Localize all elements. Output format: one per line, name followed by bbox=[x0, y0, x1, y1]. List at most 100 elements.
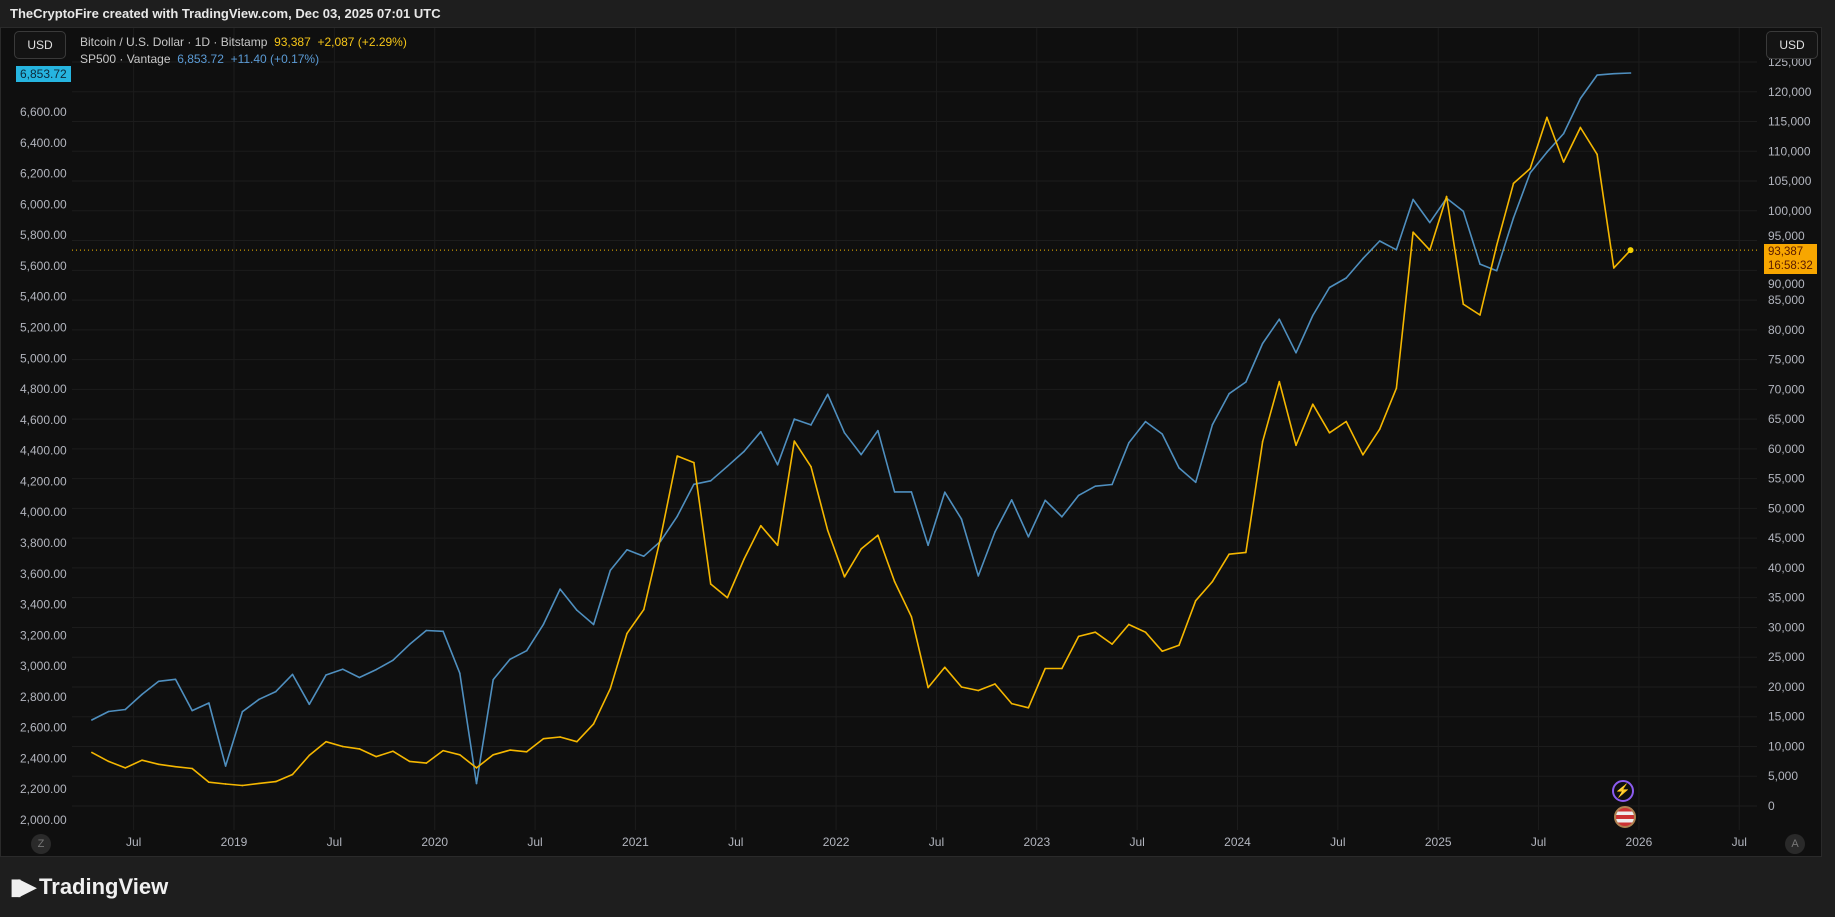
spx-series-point bbox=[843, 431, 846, 434]
right-scale-auto-button[interactable]: A bbox=[1785, 834, 1805, 854]
left-axis-tick-label: 6,200.00 bbox=[20, 167, 67, 181]
btc-series-point bbox=[609, 687, 612, 690]
right-axis-tick-label: 20,000 bbox=[1768, 680, 1805, 694]
legend-spx-change: +11.40 (+0.17%) bbox=[230, 52, 320, 66]
right-axis-tick-label: 110,000 bbox=[1768, 144, 1811, 158]
btc-series-point bbox=[1295, 444, 1297, 447]
btc-series-point bbox=[275, 780, 277, 783]
btc-series-point bbox=[174, 765, 177, 768]
btc-series-point bbox=[642, 608, 645, 611]
x-axis-tick-label: 2023 bbox=[1023, 835, 1050, 849]
btc-series-point bbox=[509, 749, 511, 751]
btc-series-point bbox=[1546, 116, 1548, 119]
spx-series-point bbox=[325, 674, 327, 676]
spx-series-point bbox=[1345, 277, 1348, 279]
spx-series-point bbox=[1278, 318, 1281, 321]
spx-series-point bbox=[258, 698, 260, 701]
btc-series-point bbox=[1328, 432, 1331, 434]
spx-series-point bbox=[576, 609, 578, 612]
right-axis-tick-label: 105,000 bbox=[1768, 174, 1812, 188]
btc-series-point bbox=[743, 558, 745, 560]
btc-series-point bbox=[626, 632, 628, 635]
right-axis-tick-label: 50,000 bbox=[1768, 501, 1805, 515]
chart-frame bbox=[0, 27, 1822, 857]
btc-series-point bbox=[760, 524, 762, 527]
left-axis-tick-label: 2,200.00 bbox=[20, 782, 67, 796]
spx-series-point bbox=[241, 710, 244, 713]
spx-series-point bbox=[1613, 72, 1615, 75]
btc-series-point bbox=[1579, 126, 1582, 129]
btc-series-point bbox=[1094, 631, 1097, 634]
x-axis-tick-label: Jul bbox=[1531, 835, 1546, 849]
right-axis-tick-label: 85,000 bbox=[1768, 293, 1805, 307]
btc-series-point bbox=[458, 754, 461, 756]
x-axis-tick-label: 2025 bbox=[1425, 835, 1452, 849]
btc-series-point bbox=[860, 548, 862, 550]
btc-series-point bbox=[1429, 249, 1431, 251]
btc-series-point bbox=[224, 783, 227, 785]
left-scale-auto-button[interactable]: Z bbox=[31, 834, 51, 854]
btc-series-point bbox=[1278, 380, 1281, 383]
right-axis-tick-label: 55,000 bbox=[1768, 472, 1805, 486]
btc-series-point bbox=[676, 455, 679, 457]
us-flag-economic-event-icon[interactable] bbox=[1614, 806, 1636, 828]
spx-series-point bbox=[107, 710, 110, 713]
btc-series-point bbox=[559, 736, 561, 738]
btc-series-point bbox=[1462, 303, 1465, 306]
btc-series-point bbox=[709, 583, 712, 585]
spx-series-point bbox=[392, 659, 394, 662]
spx-series-point bbox=[425, 629, 428, 632]
btc-series-point bbox=[425, 762, 428, 764]
spx-series-point bbox=[1127, 442, 1130, 444]
spx-series-point bbox=[1311, 314, 1314, 317]
btc-series-point bbox=[1144, 631, 1147, 634]
spx-series-point bbox=[208, 702, 210, 704]
left-axis-tick-label: 5,800.00 bbox=[20, 228, 67, 242]
spx-series-point bbox=[525, 649, 528, 652]
btc-series-point bbox=[442, 749, 444, 752]
spx-series-point bbox=[1512, 217, 1515, 219]
left-axis-tick-label: 5,000.00 bbox=[20, 351, 67, 365]
spx-series-point bbox=[609, 569, 612, 572]
left-axis-tick-label: 6,400.00 bbox=[20, 136, 67, 150]
legend-spx[interactable]: SP500 · Vantage 6,853.72 +11.40 (+0.17%) bbox=[80, 51, 407, 68]
spx-series-point bbox=[760, 430, 762, 433]
spx-series-point bbox=[944, 491, 946, 493]
right-axis-tick-label: 115,000 bbox=[1768, 115, 1811, 129]
btc-series-point bbox=[994, 683, 996, 685]
spx-series-point bbox=[793, 418, 796, 420]
lightning-event-icon[interactable]: ⚡ bbox=[1612, 780, 1634, 802]
spx-series-point bbox=[1295, 351, 1297, 354]
tradingview-logo[interactable]: ▮▶ TradingView bbox=[10, 874, 168, 900]
left-axis-tick-label: 2,400.00 bbox=[20, 751, 67, 765]
spx-series-point bbox=[1077, 494, 1080, 497]
spx-series-point bbox=[492, 678, 495, 681]
spx-series-point bbox=[1178, 467, 1180, 469]
spx-series-point bbox=[1546, 151, 1548, 154]
right-axis-tick-label: 65,000 bbox=[1768, 412, 1805, 426]
btc-series-point bbox=[977, 689, 980, 692]
btc-series-point bbox=[492, 754, 495, 756]
spx-series-point bbox=[174, 678, 177, 681]
btc-series-point bbox=[1228, 553, 1230, 556]
right-currency-button[interactable]: USD bbox=[1766, 31, 1818, 59]
legend-btc[interactable]: Bitcoin / U.S. Dollar · 1D · Bitstamp 93… bbox=[80, 34, 407, 51]
x-axis-tick-label: Jul bbox=[527, 835, 542, 849]
spx-series-line bbox=[91, 72, 1631, 785]
btc-series-point bbox=[592, 723, 595, 725]
btc-series-point bbox=[91, 751, 93, 754]
btc-series-point bbox=[358, 748, 361, 750]
right-axis-tick-label: 60,000 bbox=[1768, 442, 1805, 456]
chart-caption: TheCryptoFire created with TradingView.c… bbox=[10, 6, 441, 21]
right-axis-tick-label: 10,000 bbox=[1768, 739, 1805, 753]
spx-series-point bbox=[960, 518, 963, 520]
left-currency-button[interactable]: USD bbox=[14, 31, 66, 59]
btc-series-point bbox=[1613, 267, 1615, 269]
x-axis-tick-label: Jul bbox=[327, 835, 342, 849]
right-axis-tick-label: 45,000 bbox=[1768, 531, 1805, 545]
x-axis-tick-label: Jul bbox=[1129, 835, 1144, 849]
btc-series-point bbox=[107, 760, 110, 763]
btc-series-point bbox=[776, 544, 779, 547]
spx-series-point bbox=[743, 450, 745, 453]
